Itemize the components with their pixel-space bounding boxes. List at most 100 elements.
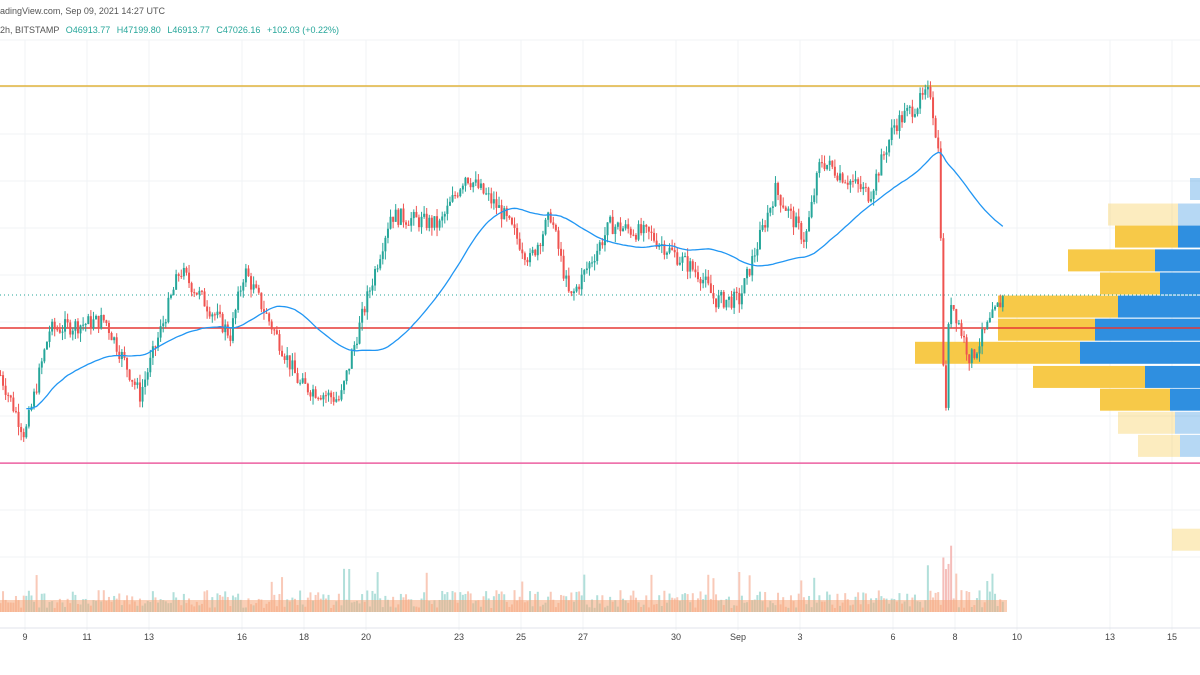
candle-body xyxy=(343,381,346,391)
candle-body xyxy=(890,127,893,141)
candle-body xyxy=(764,225,767,228)
candle-body xyxy=(180,275,183,277)
candle-body xyxy=(304,378,307,384)
candle-body xyxy=(144,379,147,387)
candle-body xyxy=(43,349,46,362)
candle-body xyxy=(591,262,594,264)
candle-body xyxy=(389,216,392,229)
candle-body xyxy=(469,183,472,188)
candle-body xyxy=(58,329,61,333)
candle-body xyxy=(854,179,857,182)
candle-body xyxy=(350,351,353,369)
volume-bar xyxy=(650,574,653,612)
candle-body xyxy=(870,199,873,202)
candle-body xyxy=(973,349,976,358)
candle-body xyxy=(322,395,325,400)
candle-body xyxy=(810,201,813,218)
candle-body xyxy=(583,270,586,275)
candle-body xyxy=(417,217,420,228)
candle-body xyxy=(159,326,162,338)
candle-body xyxy=(867,187,870,202)
volume-profile-up-bar xyxy=(1155,249,1200,272)
candle-body xyxy=(20,426,23,433)
candle-body xyxy=(575,286,578,292)
candle-body xyxy=(436,216,439,228)
candle-body xyxy=(518,238,521,250)
volume-profile-down-bar xyxy=(1172,528,1200,551)
candle-body xyxy=(301,378,304,383)
candle-body xyxy=(820,162,823,164)
candle-body xyxy=(593,260,596,263)
candle-body xyxy=(167,297,170,323)
volume-profile-up-bar xyxy=(1175,411,1200,434)
candle-body xyxy=(627,224,630,229)
candle-body xyxy=(14,411,17,413)
candle-body xyxy=(95,315,98,320)
candle-body xyxy=(684,256,687,258)
candle-body xyxy=(715,298,718,308)
x-tick-label: 16 xyxy=(237,632,247,642)
candle-body xyxy=(823,163,826,170)
candle-body xyxy=(200,290,203,292)
candle-body xyxy=(880,154,883,176)
volume-profile-down-bar xyxy=(915,341,1080,364)
candle-body xyxy=(655,240,658,248)
volume-bar xyxy=(376,572,379,612)
volume-profile-down-bar xyxy=(1118,411,1175,434)
candle-body xyxy=(663,243,666,255)
candle-body xyxy=(779,194,782,206)
candle-body xyxy=(255,284,258,288)
candle-body xyxy=(758,229,761,250)
candle-body xyxy=(392,216,395,222)
candle-body xyxy=(105,320,108,323)
candle-body xyxy=(516,227,519,239)
candle-body xyxy=(64,319,67,332)
candle-body xyxy=(82,324,85,326)
candle-body xyxy=(975,353,978,358)
candle-body xyxy=(986,322,989,330)
candle-body xyxy=(999,302,1002,308)
candle-body xyxy=(278,334,281,351)
candle-body xyxy=(477,179,480,188)
candle-body xyxy=(361,308,364,323)
candle-body xyxy=(332,397,335,402)
candle-body xyxy=(717,295,720,308)
candle-body xyxy=(314,389,317,398)
candle-body xyxy=(673,249,676,253)
candle-body xyxy=(193,292,196,294)
candle-body xyxy=(216,311,219,316)
candle-body xyxy=(777,182,780,195)
candle-body xyxy=(614,226,617,235)
candle-body xyxy=(598,242,601,251)
candle-body xyxy=(428,217,431,228)
volume-bar xyxy=(942,557,945,612)
volume-profile-down-bar xyxy=(998,295,1118,318)
volume-bar xyxy=(425,572,428,612)
candle-body xyxy=(913,114,916,117)
volume-bar xyxy=(947,563,950,612)
candle-body xyxy=(629,228,632,235)
volume-profile-up-bar xyxy=(1190,178,1200,200)
candle-body xyxy=(213,314,216,316)
candle-body xyxy=(947,324,950,408)
candle-body xyxy=(957,323,960,325)
candle-body xyxy=(784,207,787,211)
candle-body xyxy=(25,426,28,438)
candle-body xyxy=(580,274,583,290)
candle-body xyxy=(136,382,139,385)
candle-body xyxy=(994,306,997,310)
candle-body xyxy=(157,337,160,348)
candle-body xyxy=(570,291,573,294)
candle-body xyxy=(562,255,565,279)
volume-bar xyxy=(270,581,273,612)
candle-body xyxy=(56,329,59,331)
candle-body xyxy=(9,395,12,398)
candle-body xyxy=(162,323,165,327)
candle-body xyxy=(650,231,653,233)
candle-body xyxy=(492,199,495,204)
candle-body xyxy=(363,308,366,313)
x-tick-label: 27 xyxy=(578,632,588,642)
x-tick-label: 18 xyxy=(299,632,309,642)
candle-body xyxy=(190,283,193,293)
